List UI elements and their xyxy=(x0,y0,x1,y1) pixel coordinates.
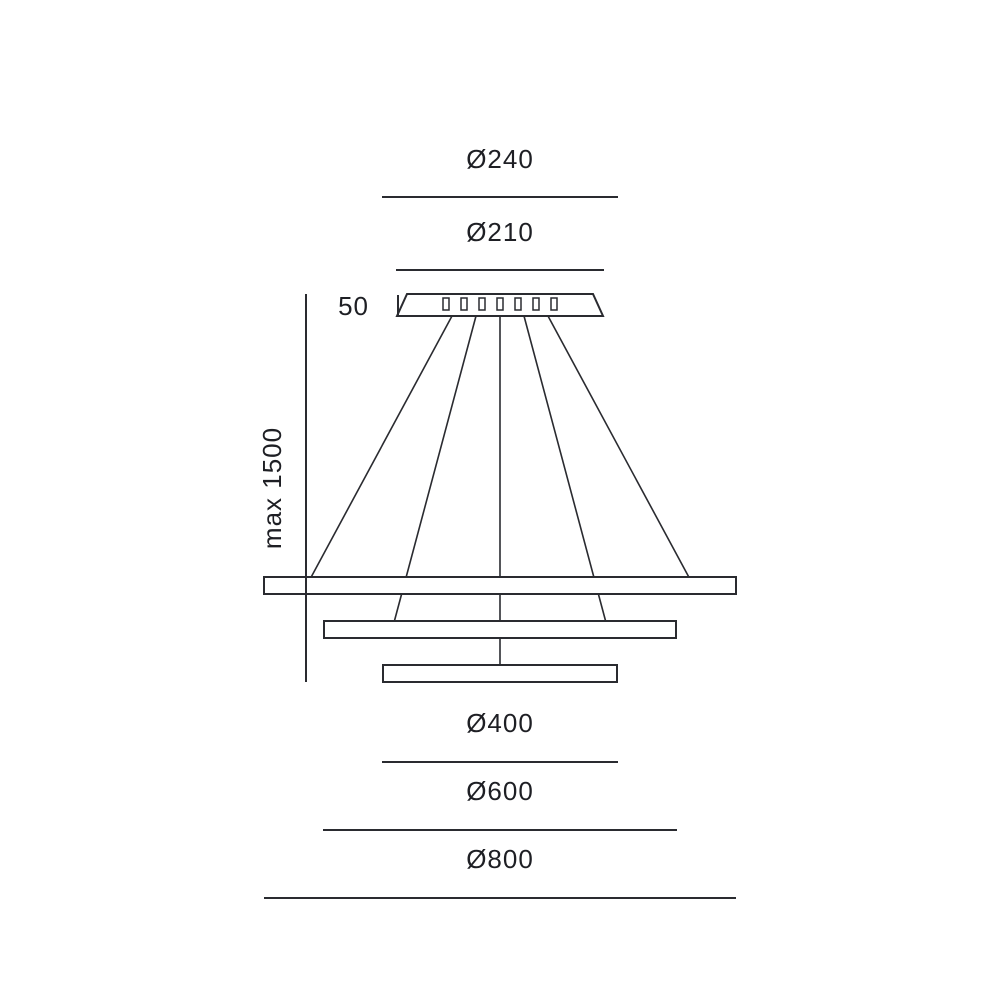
dim-label-top-0: Ø240 xyxy=(466,144,534,174)
ring-top xyxy=(264,577,736,594)
dim-label-bottom-0: Ø400 xyxy=(466,708,534,738)
dim-label-top-1: Ø210 xyxy=(466,217,534,247)
ring-middle xyxy=(324,621,676,638)
dim-label-height: max 1500 xyxy=(257,427,287,549)
ring-bottom xyxy=(383,665,617,682)
pendant-lamp-diagram: Ø240 Ø210 Ø400 Ø600 Ø800 max 1500 50 xyxy=(0,0,1000,1000)
dim-label-50: 50 xyxy=(338,291,369,321)
dim-label-bottom-2: Ø800 xyxy=(466,844,534,874)
dim-label-bottom-1: Ø600 xyxy=(466,776,534,806)
